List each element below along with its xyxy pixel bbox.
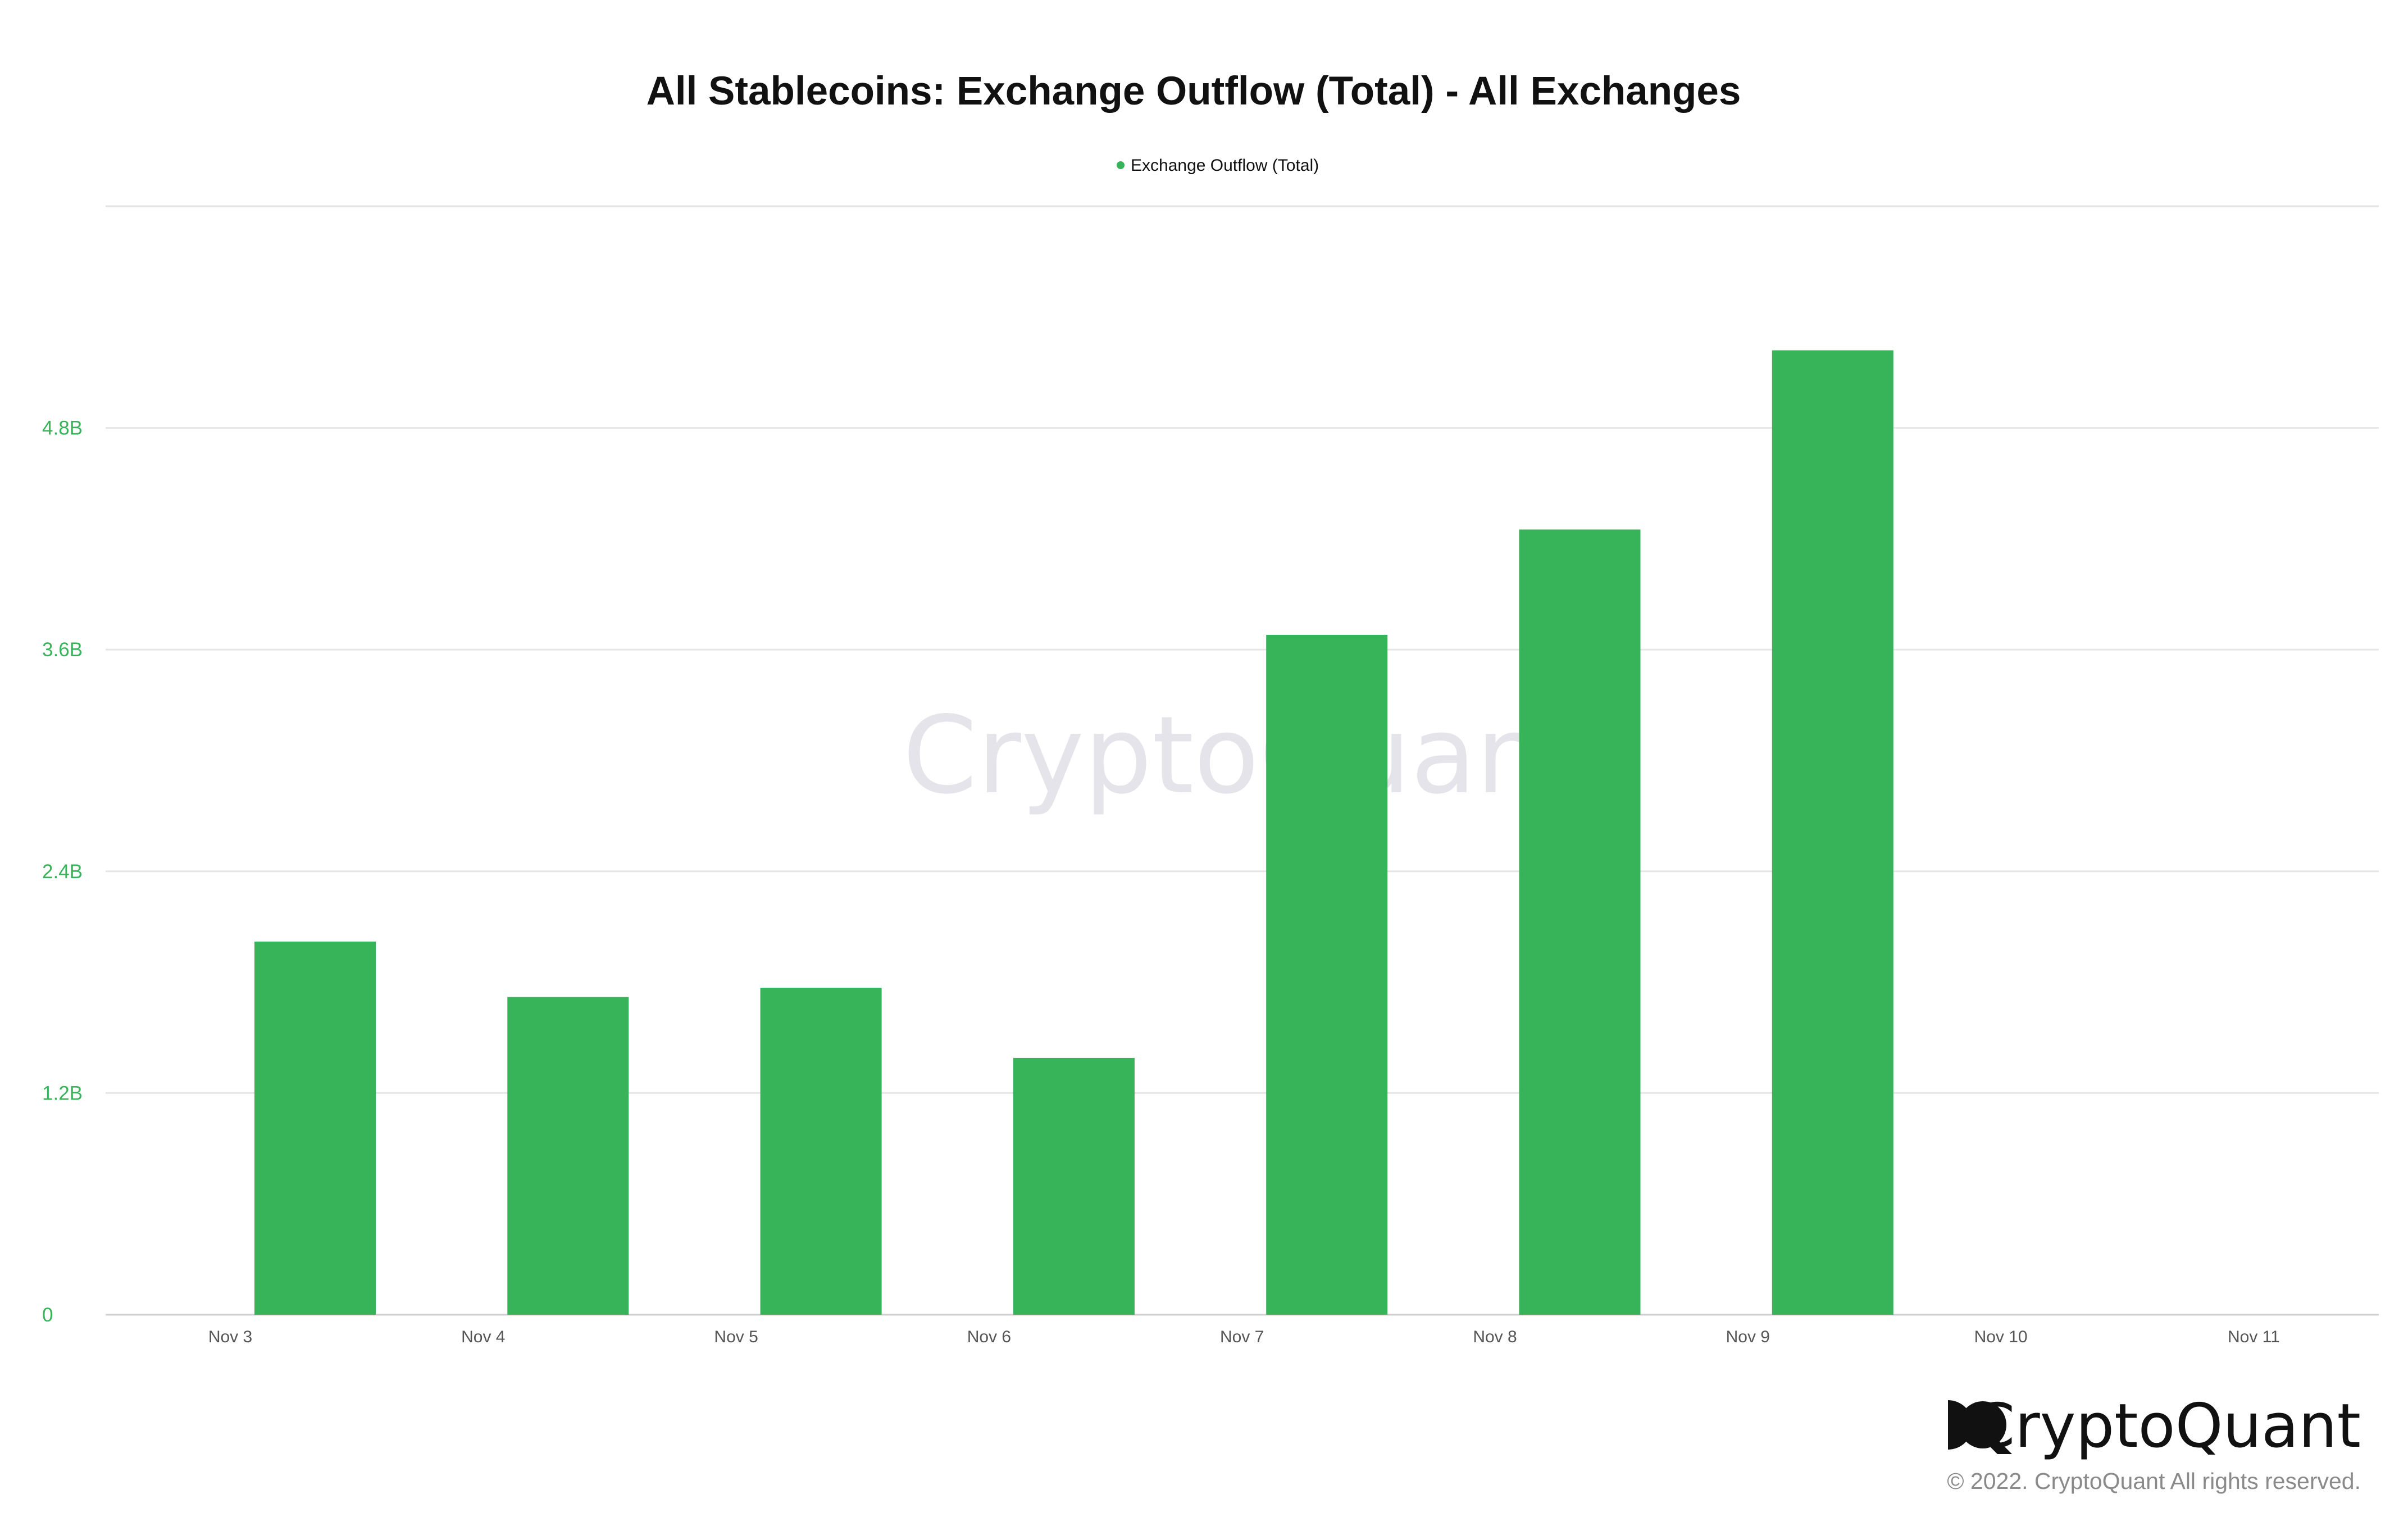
legend[interactable]: Exchange Outflow (Total): [1117, 156, 1319, 175]
watermark: CryptoQuant: [903, 693, 1586, 817]
bar[interactable]: [1519, 529, 1641, 1315]
y-tick-label: 4.8B: [42, 417, 83, 439]
y-tick-label: 3.6B: [42, 639, 83, 661]
x-tick-label: Nov 8: [1473, 1328, 1517, 1346]
x-tick-label: Nov 4: [461, 1328, 505, 1346]
bar[interactable]: [254, 941, 376, 1315]
chart-title: All Stablecoins: Exchange Outflow (Total…: [647, 69, 1741, 113]
y-tick-label: 0: [42, 1304, 53, 1326]
cryptoquant-logo-icon: [1948, 1400, 2012, 1454]
y-axis: 0 1.2B 2.4B 3.6B 4.8B: [42, 417, 83, 1326]
bar[interactable]: [760, 987, 882, 1315]
x-tick-label: Nov 5: [714, 1328, 758, 1346]
x-tick-label: Nov 7: [1220, 1328, 1264, 1346]
copyright-notice: © 2022. CryptoQuant All rights reserved.: [1947, 1468, 2361, 1494]
bar[interactable]: [507, 997, 629, 1315]
legend-marker: [1117, 161, 1125, 169]
x-tick-label: Nov 10: [1974, 1328, 2028, 1346]
y-tick-label: 1.2B: [42, 1082, 83, 1104]
bars-layer: [254, 350, 1893, 1315]
x-tick-label: Nov 11: [2228, 1328, 2280, 1346]
x-tick-label: Nov 9: [1726, 1328, 1770, 1346]
bar[interactable]: [1266, 634, 1388, 1315]
grid-layer: [106, 205, 2379, 1316]
y-tick-label: 2.4B: [42, 861, 83, 883]
x-tick-label: Nov 3: [208, 1328, 252, 1346]
legend-item-exchange-outflow[interactable]: Exchange Outflow (Total): [1131, 156, 1319, 175]
brand-name: CryptoQuant: [1973, 1391, 2361, 1461]
bar[interactable]: [1772, 350, 1893, 1315]
bar[interactable]: [1013, 1057, 1135, 1315]
x-tick-label: Nov 6: [967, 1328, 1011, 1346]
x-axis: Nov 3 Nov 4 Nov 5 Nov 6 Nov 7 Nov 8 Nov 9 Nov 1…: [208, 1328, 2280, 1346]
